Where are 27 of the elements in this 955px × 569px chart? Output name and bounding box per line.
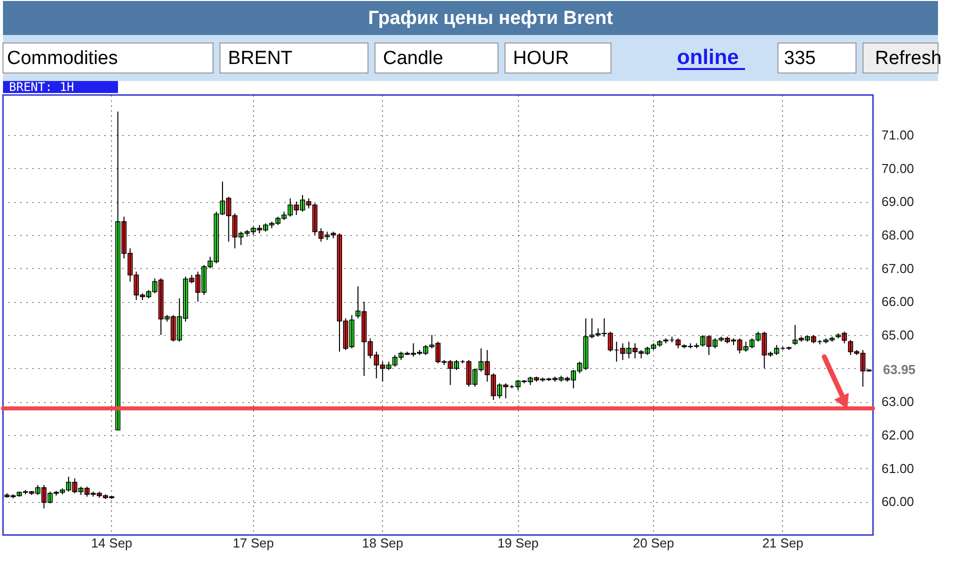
y-tick-label: 66.00 xyxy=(882,294,914,310)
text: BRENT xyxy=(228,48,293,69)
y-tick-label: 71.00 xyxy=(882,128,914,142)
text: BRENT: 1H xyxy=(9,80,74,94)
y-tick-label: 60.00 xyxy=(882,494,914,510)
y-tick-label: 70.00 xyxy=(882,160,914,176)
y-tick-label: 63.00 xyxy=(882,394,914,410)
x-tick-label: 20 Sep xyxy=(632,536,674,550)
text: Candle xyxy=(383,48,444,69)
text: 335 xyxy=(784,48,816,69)
y-tick-label: 67.00 xyxy=(882,260,914,276)
text: Commodities xyxy=(7,48,118,69)
text: online xyxy=(677,46,739,69)
x-tick-label: 14 Sep xyxy=(91,536,132,550)
x-tick-label: 17 Sep xyxy=(232,536,274,550)
chart-title: График цены нефти Brent xyxy=(368,8,614,29)
text: Refresh xyxy=(875,48,942,69)
x-tick-label: 19 Sep xyxy=(497,536,539,550)
y-tick-label: 69.00 xyxy=(882,194,914,210)
y-tick-label: 61.00 xyxy=(882,460,914,476)
text: 63.95 xyxy=(883,362,916,377)
y-tick-label: 62.00 xyxy=(882,428,914,442)
y-tick-label: 65.00 xyxy=(882,328,914,342)
text: HOUR xyxy=(513,48,569,69)
y-tick-label: 68.00 xyxy=(882,228,914,242)
x-tick-label: 21 Sep xyxy=(762,536,804,550)
x-tick-label: 18 Sep xyxy=(362,536,404,550)
